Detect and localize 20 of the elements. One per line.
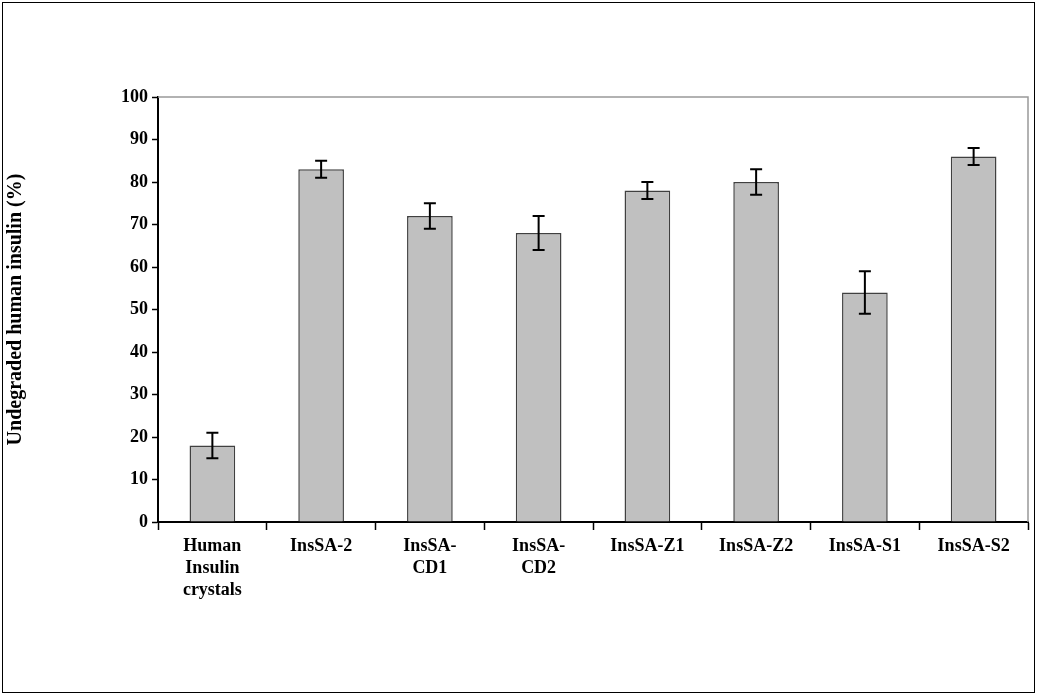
y-tick-label: 60 [130,255,148,276]
x-tick-label: InsSA-S1 [828,535,901,556]
y-tick-label: 100 [121,85,148,106]
y-tick-label: 30 [130,383,148,404]
y-tick-label: 90 [130,128,148,149]
y-axis-title: Undegraded human insulin (%) [3,173,27,446]
x-tick-label: InsSA-CD2 [512,535,566,578]
y-tick-label: 40 [130,340,148,361]
y-tick-label: 80 [130,170,148,191]
x-tick-label: InsSA-S2 [937,535,1010,556]
x-tick-label: InsSA-2 [290,535,353,556]
y-tick-label: 0 [139,510,148,531]
y-tick-label: 70 [130,213,148,234]
x-tick-label: Human Insulin crystals [182,535,242,599]
y-tick-label: 50 [130,298,148,319]
y-tick-label: 10 [130,468,148,489]
y-tick-label: 20 [130,425,148,446]
x-tick-label: InsSA-Z1 [610,535,685,556]
x-tick-label: InsSA-Z2 [719,535,794,556]
x-tick-label: InsSA-CD1 [403,535,457,578]
